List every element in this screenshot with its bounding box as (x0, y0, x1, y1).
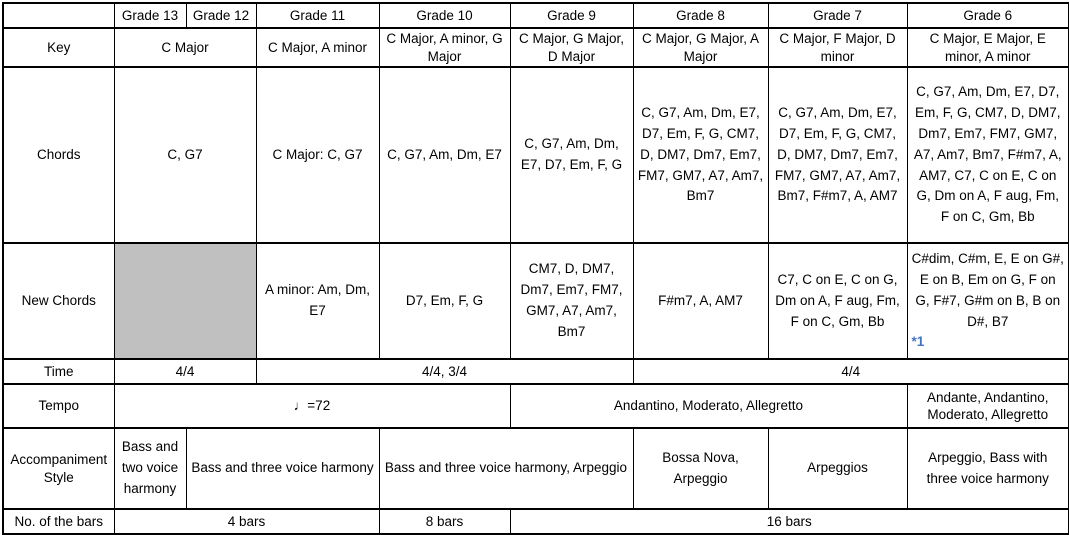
table-row-accompaniment-style: Accompaniment Style Bass and two voice h… (2, 427, 1069, 511)
cell-time-grade11-9: 4/4, 3/4 (255, 358, 634, 386)
cell-bars-grade13-11: 4 bars (113, 508, 380, 535)
table-row-chords: Chords C, G7 C Major: C, G7 C, G7, Am, D… (2, 66, 1069, 245)
column-header-grade6: Grade 6 (906, 2, 1069, 29)
column-header-grade8: Grade 8 (632, 2, 769, 29)
row-label-new-chords: New Chords (2, 242, 115, 361)
cell-key-grade6: C Major, E Major, E minor, A minor (906, 26, 1069, 69)
cell-chords-grade8: C, G7, Am, Dm, E7, D7, Em, F, G, CM7, D,… (632, 66, 769, 245)
cell-key-grade7: C Major, F Major, D minor (767, 26, 908, 69)
table-row-number-of-bars: No. of the bars 4 bars 8 bars 16 bars (2, 508, 1069, 535)
column-header-grade12: Grade 12 (185, 2, 257, 29)
column-header-grade9: Grade 9 (509, 2, 634, 29)
row-label-time: Time (2, 358, 115, 386)
cell-accompaniment-grade10-9: Bass and three voice harmony, Arpeggio (378, 427, 634, 511)
cell-key-grade11: C Major, A minor (255, 26, 380, 69)
cell-new-chords-grade11: A minor: Am, Dm, E7 (255, 242, 380, 361)
column-header-grade11: Grade 11 (255, 2, 380, 29)
table-row-key: Key C Major C Major, A minor C Major, A … (2, 26, 1069, 69)
cell-tempo-grade9-7: Andantino, Moderato, Allegretto (509, 383, 908, 430)
cell-time-grade13-12: 4/4 (113, 358, 257, 386)
cell-new-chords-grade10: D7, Em, F, G (378, 242, 511, 361)
cell-key-grade8: C Major, G Major, A Major (632, 26, 769, 69)
column-header-grade13: Grade 13 (113, 2, 187, 29)
cell-accompaniment-grade6: Arpeggio, Bass with three voice harmony (906, 427, 1069, 511)
cell-new-chords-grade9: CM7, D, DM7, Dm7, Em7, FM7, GM7, A7, Am7… (509, 242, 634, 361)
cell-tempo-grade13-10: ♩=72 (113, 383, 511, 430)
table-row-tempo: Tempo ♩=72 Andantino, Moderato, Allegret… (2, 383, 1069, 430)
cell-chords-grade10: C, G7, Am, Dm, E7 (378, 66, 511, 245)
cell-accompaniment-grade8: Bossa Nova, Arpeggio (632, 427, 769, 511)
cell-new-chords-grade13-12-shaded (113, 242, 257, 361)
row-label-accompaniment-style: Accompaniment Style (2, 427, 115, 511)
cell-time-grade8-6: 4/4 (632, 358, 1069, 386)
row-label-chords: Chords (2, 66, 115, 245)
cell-key-grade13-12: C Major (113, 26, 257, 69)
new-chords-grade6-text: C#dim, C#m, E, E on G#, E on B, Em on G,… (911, 250, 1064, 329)
table-row-header: Grade 13 Grade 12 Grade 11 Grade 10 Grad… (2, 2, 1069, 29)
cell-chords-grade6: C, G7, Am, Dm, E7, D7, Em, F, G, CM7, D,… (906, 66, 1069, 245)
table-row-new-chords: New Chords A minor: Am, Dm, E7 D7, Em, F… (2, 242, 1069, 361)
cell-new-chords-grade7: C7, C on E, C on G, Dm on A, F aug, Fm, … (767, 242, 908, 361)
row-label-number-of-bars: No. of the bars (2, 508, 115, 535)
cell-new-chords-grade8: F#m7, A, AM7 (632, 242, 769, 361)
cell-new-chords-grade6: C#dim, C#m, E, E on G#, E on B, Em on G,… (906, 242, 1069, 361)
cell-key-grade9: C Major, G Major, D Major (509, 26, 634, 69)
cell-chords-grade13-12: C, G7 (113, 66, 257, 245)
cell-chords-grade7: C, G7, Am, Dm, E7, D7, Em, F, G, CM7, D,… (767, 66, 908, 245)
cell-chords-grade11: C Major: C, G7 (255, 66, 380, 245)
cell-bars-grade9-6: 16 bars (509, 508, 1069, 535)
corner-cell (2, 2, 115, 29)
cell-bars-grade10: 8 bars (378, 508, 511, 535)
row-label-key: Key (2, 26, 115, 69)
column-header-grade7: Grade 7 (767, 2, 908, 29)
cell-accompaniment-grade12-11: Bass and three voice harmony (185, 427, 380, 511)
footnote-marker: *1 (911, 334, 925, 350)
cell-tempo-grade6: Andante, Andantino, Moderato, Allegretto (906, 383, 1069, 430)
cell-accompaniment-grade7: Arpeggios (767, 427, 908, 511)
row-label-tempo: Tempo (2, 383, 115, 430)
cell-accompaniment-grade13: Bass and two voice harmony (113, 427, 187, 511)
cell-key-grade10: C Major, A minor, G Major (378, 26, 511, 69)
column-header-grade10: Grade 10 (378, 2, 511, 29)
cell-chords-grade9: C, G7, Am, Dm, E7, D7, Em, F, G (509, 66, 634, 245)
table-row-time: Time 4/4 4/4, 3/4 4/4 (2, 358, 1069, 386)
